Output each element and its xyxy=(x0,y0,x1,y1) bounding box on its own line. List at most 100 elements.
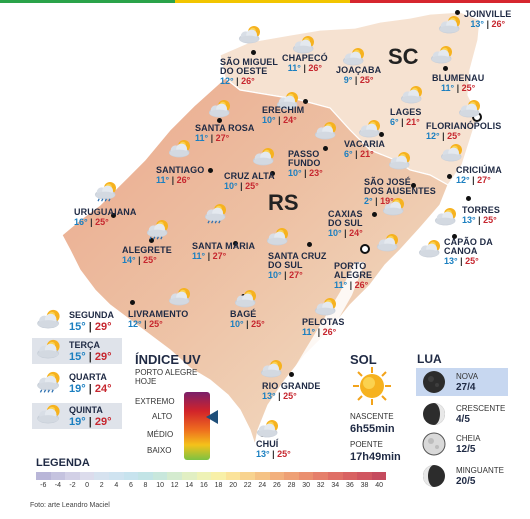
legend-swatch xyxy=(152,472,168,480)
lagoa-dos-patos-shape xyxy=(292,262,365,372)
legend-swatch xyxy=(298,472,314,480)
forecast-max-temp: 29° xyxy=(94,416,112,428)
forecast-max-temp: 29° xyxy=(94,321,112,333)
city-label-uruguaiana: URUGUAIANA 16° | 25° xyxy=(74,208,137,227)
city-min-temp: 11° xyxy=(195,133,209,143)
legend-swatch xyxy=(79,472,95,480)
moon-phase-name: MINGUANTE xyxy=(456,466,504,475)
temp-separator: | xyxy=(233,76,242,86)
legend-swatch xyxy=(94,472,109,480)
temp-separator: | xyxy=(475,215,484,225)
city-label-sao-miguel: SÃO MIGUEL DO OESTE 12° | 26° xyxy=(220,58,278,86)
partly-cloudy-icon xyxy=(428,44,458,71)
city-max-temp: 26° xyxy=(241,76,255,86)
state-label-sc: SC xyxy=(388,44,419,69)
city-label-criciuma: CRICIÚMA 12° | 27° xyxy=(456,166,502,185)
legend-swatch xyxy=(342,472,358,480)
forecast-day-1: TERÇA 15° | 29° xyxy=(32,338,122,364)
sun-title: SOL xyxy=(350,352,377,367)
city-label-joacaba: JOAÇABA 9° | 25° xyxy=(336,66,381,85)
city-marker-capao xyxy=(451,233,457,239)
temp-separator: | xyxy=(352,149,361,159)
legend-tick-label: 10 xyxy=(156,482,164,489)
partly-cloudy-icon xyxy=(436,14,466,41)
legend-tick-label: 26 xyxy=(272,482,281,489)
temp-separator: | xyxy=(85,416,95,428)
city-marker-torres xyxy=(465,195,471,201)
city-name: CAPÃO DA CANOA xyxy=(444,237,493,256)
temp-separator: | xyxy=(352,75,360,85)
partly-cloudy-icon xyxy=(166,138,196,165)
city-name: CHAPECÓ xyxy=(282,53,328,63)
city-max-temp: 25° xyxy=(143,255,157,265)
city-label-joinville: JOINVILLE 13° | 26° xyxy=(464,10,511,29)
legend-swatch xyxy=(109,472,124,480)
legend-tick-label: 6 xyxy=(128,482,133,489)
legend-swatch xyxy=(371,472,387,480)
city-label-vacaria: VACARIA 6° | 21° xyxy=(344,140,385,159)
partly-cloudy-icon xyxy=(312,296,342,323)
partly-cloudy-icon xyxy=(254,418,284,445)
legend-title: LEGENDA xyxy=(36,457,90,469)
legend-swatch xyxy=(255,472,270,480)
uv-level-alto: ALTO xyxy=(152,412,173,421)
temp-separator: | xyxy=(454,83,462,93)
legend-swatch xyxy=(313,472,328,480)
forecast-day-0: SEGUNDA 15° | 29° xyxy=(32,308,122,334)
partly-cloudy-icon xyxy=(374,232,404,259)
city-label-sao-jose: SÃO JOSÉ DOS AUSENTES 2° | 19° xyxy=(364,178,436,206)
city-marker-uruguaiana xyxy=(110,212,116,218)
city-name: VACARIA xyxy=(344,139,386,149)
moon-title: LUA xyxy=(417,352,442,366)
legend-swatch xyxy=(182,472,197,480)
city-label-rio-grande: RIO GRANDE 13° | 25° xyxy=(262,382,321,401)
forecast-min-temp: 15° xyxy=(69,321,86,333)
city-marker-rio-grande xyxy=(288,371,294,377)
city-max-temp: 25° xyxy=(483,215,497,225)
temp-separator: | xyxy=(85,351,95,363)
city-min-temp: 12° xyxy=(456,175,470,185)
legend-swatch xyxy=(123,472,139,480)
city-name: FLORIANÓPOLIS xyxy=(426,121,502,131)
city-name: JOAÇABA xyxy=(336,65,382,75)
partly-cloudy-icon xyxy=(34,403,66,431)
city-min-temp: 10° xyxy=(224,181,238,191)
city-name: SÃO MIGUEL DO OESTE xyxy=(220,57,279,76)
temp-separator: | xyxy=(275,391,284,401)
city-max-temp: 25° xyxy=(283,391,297,401)
moon-phase-name: CHEIA xyxy=(456,434,481,443)
city-marker-cruz-alta xyxy=(269,170,275,176)
moon-phase-date: 12/5 xyxy=(456,444,476,455)
forecast-day-3: QUINTA 19° | 29° xyxy=(32,403,122,429)
legend-tick-label: 16 xyxy=(199,482,208,489)
city-name: CRICIÚMA xyxy=(456,165,502,175)
city-name: ERECHIM xyxy=(262,105,305,115)
city-name: LIVRAMENTO xyxy=(128,309,189,319)
city-name: ALEGRETE xyxy=(122,245,172,255)
forecast-day-name: SEGUNDA xyxy=(69,310,115,320)
city-name: SANTA MARIA xyxy=(192,241,256,251)
moon-icon xyxy=(422,464,446,493)
temp-separator: | xyxy=(269,449,278,459)
legend-swatch xyxy=(50,472,66,480)
moon-icon xyxy=(422,402,446,431)
top-color-bar xyxy=(0,0,530,3)
city-label-santa-maria: SANTA MARIA 11° | 27° xyxy=(192,242,255,261)
moon-phase-name: CRESCENTE xyxy=(456,404,506,413)
legend-tick-label: -6 xyxy=(40,482,47,489)
storm-icon xyxy=(202,202,232,229)
partly-cloudy-icon xyxy=(398,84,428,111)
partly-cloudy-icon xyxy=(416,238,446,265)
city-marker-alegrete xyxy=(148,237,154,243)
temp-separator: | xyxy=(301,168,310,178)
city-max-temp: 25° xyxy=(461,83,476,93)
city-max-temp: 25° xyxy=(359,75,374,85)
partly-cloudy-icon xyxy=(250,146,280,173)
legend-tick-label: -4 xyxy=(54,482,61,489)
legend-swatch xyxy=(269,472,285,480)
city-marker-caxias xyxy=(371,211,377,217)
legend-swatch xyxy=(211,472,226,480)
legend-tick-label: 20 xyxy=(229,482,237,489)
forecast-day-2: QUARTA 19° | 24° xyxy=(32,370,122,396)
city-max-temp: 25° xyxy=(245,181,259,191)
